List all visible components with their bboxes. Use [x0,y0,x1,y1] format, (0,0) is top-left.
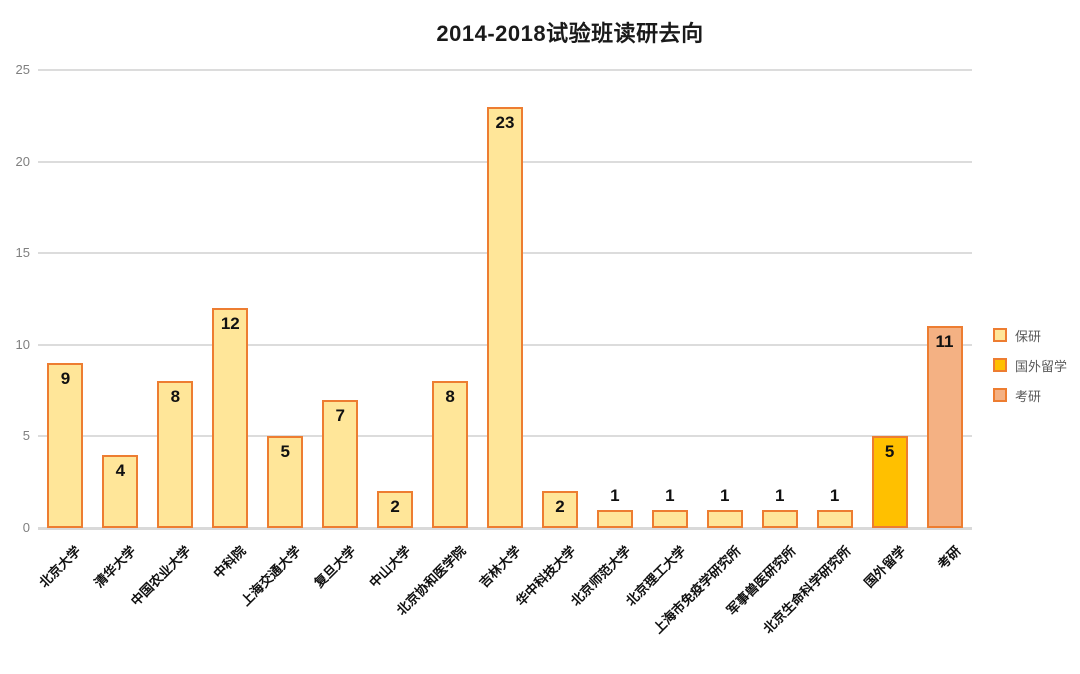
bar [651,509,688,528]
bar [47,363,84,528]
bar-value-label: 2 [555,497,565,517]
bar-value-label: 1 [720,485,730,505]
bar [541,491,578,528]
bar [706,509,743,528]
bar-value-label: 11 [935,332,954,352]
legend-swatch-icon [993,358,1007,372]
y-axis-tick-label: 0 [22,520,30,535]
bar-value-label: 8 [445,387,455,407]
bar [377,491,414,528]
bar [761,509,798,528]
bar [322,399,359,528]
bar-value-label: 1 [774,485,785,505]
legend-item: 保研 [993,326,1067,344]
chart-title: 2014-2018试验班读研去向 [436,21,704,46]
bar [102,454,139,528]
bar [212,308,249,528]
bar-value-label: 1 [829,485,840,505]
legend-swatch-icon [993,388,1007,402]
bar-value-label: 1 [665,485,675,505]
bar [871,436,908,528]
bar-value-label: 12 [220,314,240,334]
legend: 保研 国外留学 考研 [993,326,1067,416]
y-axis-tick-label: 25 [15,62,30,77]
legend-label: 国外留学 [1015,358,1068,374]
gridline [38,69,972,71]
legend-item: 国外留学 [993,356,1067,374]
bar [157,381,194,528]
legend-swatch-icon [993,328,1007,342]
bar-value-label: 7 [335,405,345,425]
legend-item: 考研 [993,386,1067,404]
bar [432,381,469,528]
bar-value-label: 5 [884,442,895,462]
bar [487,106,523,528]
bar [816,509,853,528]
y-axis-tick-label: 10 [15,336,30,352]
y-axis-tick-label: 15 [15,245,30,261]
bar-value-label: 9 [60,369,71,389]
bar-value-label: 5 [280,442,290,462]
y-axis-tick-label: 20 [15,153,30,169]
bar-value-label: 1 [610,485,620,505]
bar [267,436,304,528]
bar [926,326,963,528]
bar [596,509,633,528]
bar-value-label: 23 [495,112,515,132]
bar-value-label: 2 [390,497,400,517]
legend-label: 考研 [1015,388,1042,404]
y-axis-tick-label: 5 [22,428,30,444]
bar-value-label: 8 [170,387,181,407]
bar-value-label: 4 [115,460,126,480]
x-axis-line [38,527,972,530]
legend-label: 保研 [1015,328,1042,344]
